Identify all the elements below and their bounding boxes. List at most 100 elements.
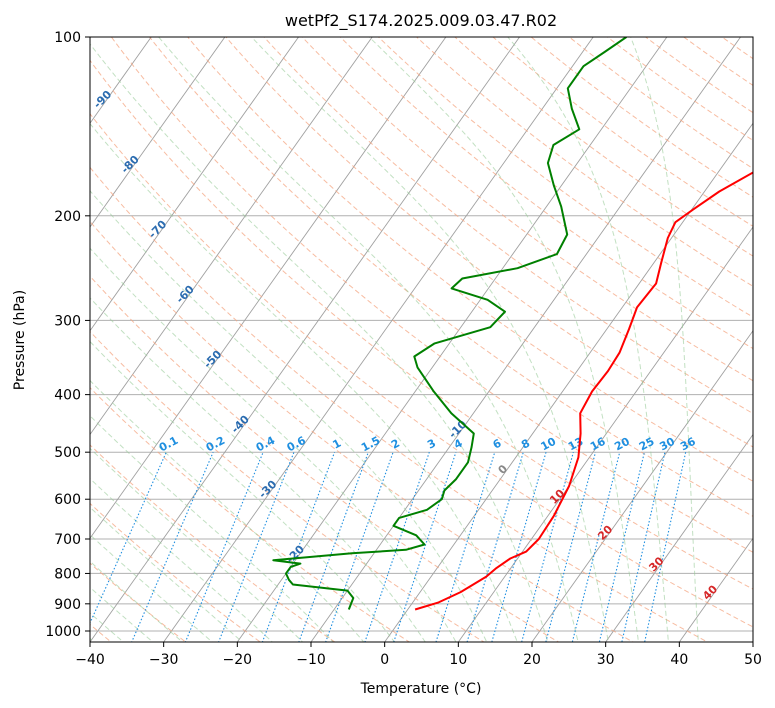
isotherm-line xyxy=(90,37,521,642)
mixing-ratio-line xyxy=(325,452,394,642)
dry-adiabat-line xyxy=(90,444,336,642)
x-tick-label: 20 xyxy=(523,652,541,668)
x-tick-label: −10 xyxy=(296,652,326,668)
y-tick-label: 800 xyxy=(54,566,81,582)
x-tick-label: −40 xyxy=(75,652,105,668)
y-tick-label: 900 xyxy=(54,597,81,613)
mixing-ratio-label: 10 xyxy=(539,435,559,454)
temperature-profile-line xyxy=(414,171,753,611)
dry-adiabat-line xyxy=(454,37,753,257)
isotherm-label: -70 xyxy=(146,218,169,241)
dry-adiabat-line xyxy=(187,37,753,482)
y-axis-label: Pressure (hPa) xyxy=(12,290,28,390)
moist-adiabat-line xyxy=(158,37,579,642)
dry-adiabat-line xyxy=(339,37,753,350)
isotherm-line xyxy=(90,37,373,436)
mixing-ratio-line xyxy=(521,452,574,642)
moist-adiabat-line xyxy=(90,297,426,642)
x-tick-label: 10 xyxy=(449,652,467,668)
isotherm-label: -50 xyxy=(201,348,224,371)
mixing-ratio-label: 30 xyxy=(657,435,677,454)
mixing-ratio-line xyxy=(364,452,430,642)
dry-adiabat-line xyxy=(530,37,753,198)
dry-adiabat-line xyxy=(90,220,635,642)
mixing-ratio-line xyxy=(491,452,547,642)
moist-adiabat-line xyxy=(90,477,274,642)
moist-adiabat-line xyxy=(90,534,213,642)
moist-adiabat-line xyxy=(90,340,396,642)
isotherm-line xyxy=(457,226,753,642)
mixing-ratio-label: 25 xyxy=(637,435,657,454)
mixing-ratio-label: 0.1 xyxy=(157,434,180,455)
isotherm-line xyxy=(90,37,447,540)
dry-adiabat-line xyxy=(225,37,753,448)
mixing-ratio-label: 0.2 xyxy=(204,434,227,455)
isotherm-line xyxy=(310,37,742,642)
isotherm-label: -40 xyxy=(229,412,252,435)
isotherm-line xyxy=(236,37,668,642)
dry-adiabat-line xyxy=(110,37,753,553)
moist-adiabat-line xyxy=(630,37,699,642)
y-tick-label: 400 xyxy=(54,388,81,404)
isotherm-line xyxy=(90,37,152,124)
mixing-ratio-line xyxy=(298,451,369,642)
moist-adiabat-line xyxy=(90,190,488,642)
moist-adiabat-line xyxy=(90,560,184,642)
mixing-ratio-line xyxy=(90,451,167,625)
mixing-ratio-line xyxy=(184,451,264,642)
dry-adiabat-line xyxy=(682,37,753,87)
y-tick-label: 300 xyxy=(54,313,81,329)
x-tick-label: −20 xyxy=(223,652,253,668)
mixing-ratio-label: 13 xyxy=(566,435,586,454)
isotherm-line xyxy=(90,37,300,332)
y-tick-label: 200 xyxy=(54,209,81,225)
chart-title: wetPf2_S174.2025.009.03.47.R02 xyxy=(285,11,557,31)
mixing-ratio-line xyxy=(393,452,457,642)
dewpoint-profile-line xyxy=(272,37,627,610)
mixing-ratio-label: 0.4 xyxy=(254,434,278,455)
mixing-ratio-line xyxy=(261,451,336,642)
moist-adiabat-line xyxy=(90,379,365,642)
isotherm-line xyxy=(531,329,753,642)
isotherm-line xyxy=(90,37,226,228)
mixing-ratio-line xyxy=(218,451,295,642)
mixing-ratio-label: 6 xyxy=(491,436,504,451)
mixing-ratio-line xyxy=(466,452,524,642)
isotherm-line xyxy=(752,641,753,642)
y-tick-label: 1000 xyxy=(45,624,81,640)
isotherm-label: 40 xyxy=(700,582,720,602)
mixing-ratio-label: 3 xyxy=(425,437,438,452)
plot-frame xyxy=(89,36,754,643)
isotherm-label: -10 xyxy=(446,417,469,440)
mixing-ratio-line xyxy=(644,452,687,642)
grid-layer xyxy=(90,36,753,632)
mixing-ratio-line xyxy=(621,452,666,642)
dry-adiabat-line xyxy=(90,112,753,628)
mixing-ratio-line xyxy=(545,452,597,642)
mixing-ratio-label: 16 xyxy=(588,435,608,454)
mixing-ratio-label: 20 xyxy=(612,435,632,454)
mixing-ratio-label: 2 xyxy=(389,437,402,452)
x-tick-label: 0 xyxy=(380,652,389,668)
dry-adiabat-line xyxy=(90,59,753,590)
isotherm-label: -90 xyxy=(91,88,114,111)
dry-adiabat-line xyxy=(148,37,753,517)
dry-adiabat-line xyxy=(90,502,262,642)
mixing-ratio-line xyxy=(131,451,214,642)
isotherm-label: -30 xyxy=(256,477,279,500)
isotherm-line xyxy=(384,122,753,642)
moist-adiabat-line xyxy=(368,37,639,642)
mixing-ratio-line xyxy=(598,452,645,642)
dry-adiabat-line xyxy=(492,37,753,227)
x-tick-label: 30 xyxy=(597,652,615,668)
moist-adiabat-line xyxy=(90,506,243,642)
moist-adiabat-line xyxy=(90,247,457,642)
moist-adiabat-line xyxy=(507,37,669,642)
moist-adiabat-line xyxy=(90,415,334,642)
isotherm-line xyxy=(163,37,594,642)
mixing-ratio-label: 36 xyxy=(678,435,698,454)
isotherm-label: 0 xyxy=(496,462,511,477)
isotherm-label: -60 xyxy=(174,283,197,306)
